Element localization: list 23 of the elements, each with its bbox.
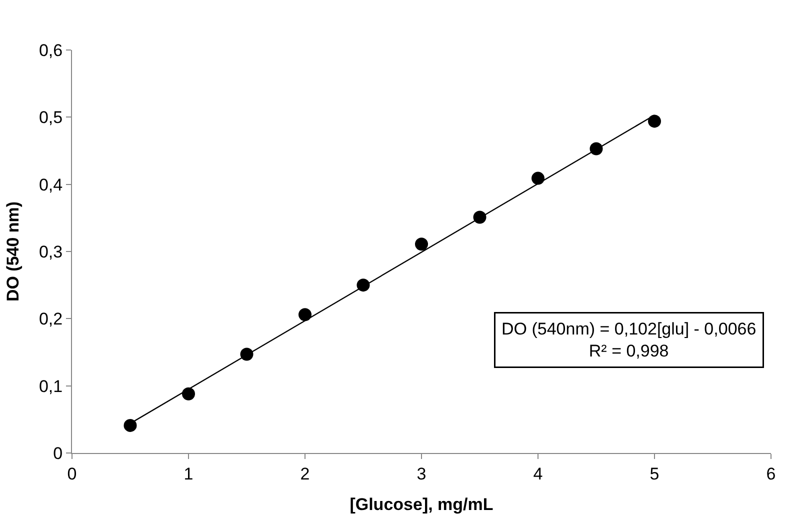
x-axis-title: [Glucose], mg/mL [350, 494, 494, 514]
y-tick-label: 0,5 [38, 108, 63, 128]
y-axis-title: DO (540 nm) [4, 201, 23, 302]
annotation: DO (540nm) = 0,102[glu] - 0,0066 R² = 0,998 [502, 320, 756, 361]
y-tick-label: 0,2 [38, 310, 63, 329]
point [182, 387, 195, 400]
x-tick-label: 0 [67, 464, 77, 484]
point [298, 308, 312, 322]
point [532, 172, 544, 185]
x-tick-label: 4 [533, 464, 543, 484]
y-tick-label: 0,1 [38, 376, 63, 396]
y-tick-label: 0,4 [38, 175, 63, 194]
point [415, 238, 428, 251]
y-tick-label: 0,3 [38, 242, 63, 262]
x-tick-label: 3 [416, 464, 426, 484]
point [124, 418, 137, 432]
x-tick-label: 6 [766, 464, 776, 484]
x-tick-label: 5 [650, 464, 660, 484]
x-tick-label: 2 [300, 464, 310, 484]
x-tick-label: 1 [184, 464, 194, 484]
y-tick-label: 0 [53, 444, 63, 463]
y-tick-label: 0,6 [38, 40, 63, 60]
point [648, 114, 661, 128]
